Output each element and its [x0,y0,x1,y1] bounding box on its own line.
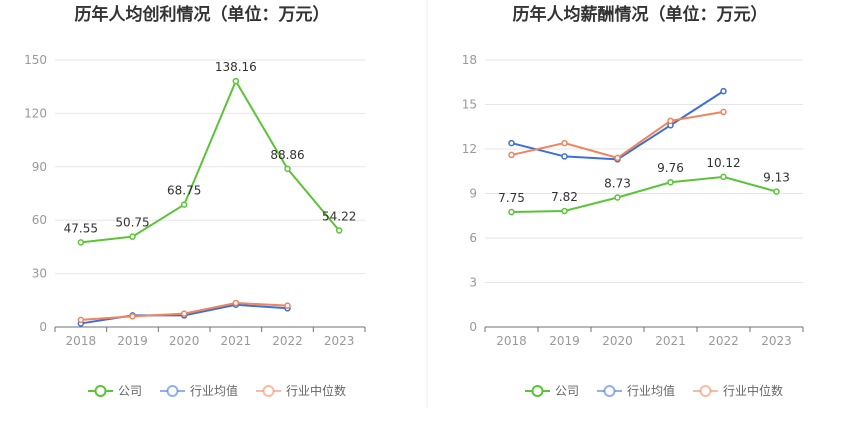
legend-item[interactable]: 行业中位数 [256,383,346,398]
legend-marker [603,385,616,397]
x-tick-label: 2020 [169,334,200,348]
data-point[interactable] [180,310,188,317]
data-point[interactable] [180,201,188,208]
legend-marker [531,385,544,397]
x-tick-label: 2021 [655,334,686,348]
chart-per-capita-salary: 历年人均薪酬情况（单位：万元） 0 3 6 9 12 15 18 2018 2019 2020 202… [462,4,804,398]
x-tick-label: 2020 [602,334,633,348]
data-label: 9.13 [763,171,790,185]
data-point[interactable] [561,207,568,215]
legend-marker [262,385,275,397]
y-tick-label: 6 [469,231,477,245]
data-point[interactable] [614,154,621,162]
data-point[interactable] [561,139,568,147]
data-label: 54.22 [322,209,356,223]
data-point[interactable] [129,313,136,320]
legend-label: 公司 [118,384,142,398]
y-tick-label: 30 [32,267,47,281]
data-point[interactable] [667,178,674,186]
legend-label: 行业均值 [627,383,675,398]
data-point[interactable] [614,194,621,201]
data-point[interactable] [508,151,515,159]
legend-label: 行业均值 [190,383,238,398]
legend-marker [94,385,107,397]
x-tick-label: 2019 [117,334,148,348]
y-tick-label: 9 [469,187,477,201]
y-tick-label: 12 [462,142,477,156]
data-point[interactable] [129,233,136,240]
legend-item[interactable]: 公司 [525,384,579,398]
data-point[interactable] [232,299,240,307]
y-tick-label: 0 [39,320,47,334]
data-point[interactable] [667,117,674,125]
y-tick-label: 3 [469,276,477,290]
y-tick-label: 90 [32,160,47,174]
x-tick-label: 2022 [708,334,739,348]
chart-per-capita-profit: 历年人均创利情况（单位：万元） 0 30 60 90 120 150 2018 2019 2020… [24,4,366,398]
legend-item[interactable]: 行业均值 [597,383,675,398]
data-point[interactable] [284,165,291,173]
data-point[interactable] [720,87,727,95]
data-point[interactable] [335,227,343,234]
data-point[interactable] [77,316,85,324]
x-tick-label: 2023 [761,334,792,348]
y-tick-label: 18 [462,53,477,67]
data-label: 7.75 [498,191,525,205]
legend-item[interactable]: 行业均值 [160,383,238,398]
data-label: 10.12 [706,156,740,170]
y-tick-label: 15 [462,98,477,112]
data-label: 50.75 [115,216,149,230]
y-tick-label: 60 [32,213,47,227]
data-point[interactable] [773,188,780,195]
x-tick-label: 2023 [324,334,355,348]
legend-label: 行业中位数 [723,383,783,398]
data-label: 9.76 [657,161,684,175]
data-point[interactable] [232,77,240,85]
legend-marker [166,385,179,397]
y-tick-label: 150 [24,53,47,67]
data-label: 88.86 [270,148,304,162]
data-point[interactable] [77,239,85,246]
data-point[interactable] [720,173,727,181]
x-tick-label: 2021 [221,334,252,348]
data-point[interactable] [720,108,727,116]
data-point[interactable] [561,153,568,160]
x-tick-label: 2018 [66,334,97,348]
data-label: 47.55 [64,221,98,235]
legend-item[interactable]: 公司 [88,384,142,398]
data-label: 68.75 [167,184,201,198]
data-label: 7.82 [551,190,578,204]
series-line [80,78,340,244]
legend-marker [699,385,712,397]
x-tick-label: 2018 [496,334,527,348]
data-point[interactable] [284,302,291,309]
data-point[interactable] [508,139,515,147]
x-tick-label: 2022 [272,334,303,348]
legend-label: 公司 [555,384,579,398]
data-point[interactable] [508,208,515,216]
chart-title: 历年人均创利情况（单位：万元） [75,4,330,25]
series-line [511,175,777,214]
y-tick-label: 120 [24,106,47,120]
y-tick-label: 0 [469,320,477,334]
chart-title: 历年人均薪酬情况（单位：万元） [513,4,768,25]
data-label: 138.16 [215,60,257,74]
legend-label: 行业中位数 [286,383,346,398]
x-tick-label: 2019 [549,334,580,348]
data-label: 8.73 [604,177,631,191]
legend-item[interactable]: 行业中位数 [693,383,783,398]
